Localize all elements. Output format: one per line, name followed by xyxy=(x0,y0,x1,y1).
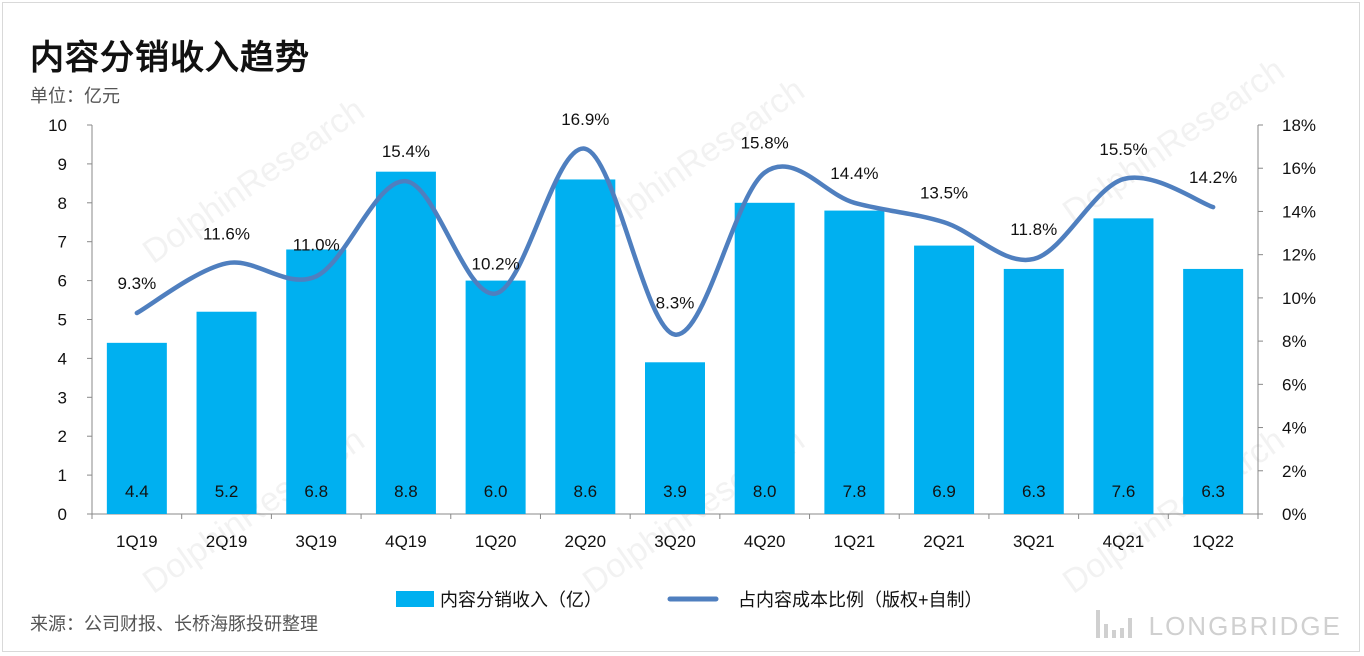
bar-value-label: 8.0 xyxy=(753,482,777,501)
line-value-label: 14.4% xyxy=(830,164,878,183)
right-tick-label: 2% xyxy=(1282,462,1307,481)
line-value-label: 15.8% xyxy=(741,134,789,153)
line-value-label: 13.5% xyxy=(920,183,968,202)
x-tick-label: 3Q20 xyxy=(654,532,696,551)
bar-value-label: 8.6 xyxy=(573,482,597,501)
bar xyxy=(734,202,795,515)
bar xyxy=(1093,218,1154,515)
right-tick-label: 18% xyxy=(1282,116,1316,135)
bar xyxy=(824,210,885,514)
watermark-text: DolphinResearch xyxy=(1056,421,1291,602)
bar-value-label: 5.2 xyxy=(215,482,239,501)
line-value-label: 8.3% xyxy=(656,294,695,313)
line-value-label: 15.5% xyxy=(1099,140,1147,159)
bar xyxy=(914,245,975,514)
bar xyxy=(375,171,436,514)
left-tick-label: 1 xyxy=(58,466,67,485)
legend-bar-swatch xyxy=(396,591,434,607)
x-tick-label: 3Q19 xyxy=(295,532,337,551)
bar xyxy=(645,362,705,514)
left-tick-label: 9 xyxy=(58,155,67,174)
left-tick-label: 6 xyxy=(58,272,67,291)
x-tick-label: 1Q22 xyxy=(1192,532,1234,551)
x-tick-label: 4Q21 xyxy=(1103,532,1145,551)
bar-value-label: 6.3 xyxy=(1022,482,1046,501)
bar-value-label: 4.4 xyxy=(125,482,149,501)
unit-label: 单位：亿元 xyxy=(30,86,120,106)
bar-value-label: 8.8 xyxy=(394,482,418,501)
left-tick-label: 8 xyxy=(58,194,67,213)
x-tick-label: 1Q21 xyxy=(834,532,876,551)
line-value-label: 11.6% xyxy=(203,224,250,243)
left-tick-label: 10 xyxy=(48,116,67,135)
x-tick-label: 4Q20 xyxy=(744,532,786,551)
brand-wordmark: LONGBRIDGE xyxy=(1148,611,1342,641)
bar-value-label: 7.8 xyxy=(843,482,867,501)
right-tick-label: 8% xyxy=(1282,332,1307,351)
bar xyxy=(286,249,347,515)
bar xyxy=(1003,268,1064,514)
line-value-label: 11.8% xyxy=(1010,220,1057,239)
left-tick-label: 2 xyxy=(58,427,67,446)
line-value-label: 10.2% xyxy=(472,255,520,274)
x-tick-label: 3Q21 xyxy=(1013,532,1055,551)
left-tick-label: 4 xyxy=(58,349,67,368)
line-value-label: 11.0% xyxy=(293,235,340,254)
bar xyxy=(196,311,257,514)
legend: 内容分销收入（亿） 占内容成本比例（版权+自制） xyxy=(396,590,983,610)
bar-value-label: 6.8 xyxy=(304,482,328,501)
line-value-label: 16.9% xyxy=(561,110,609,129)
legend-bar-label: 内容分销收入（亿） xyxy=(440,590,602,610)
bar xyxy=(555,179,616,514)
bar xyxy=(1183,268,1244,514)
line-value-label: 15.4% xyxy=(382,142,430,161)
bar xyxy=(106,342,167,514)
right-tick-label: 16% xyxy=(1282,159,1316,178)
legend-line-label: 占内容成本比例（版权+自制） xyxy=(738,590,983,610)
x-tick-label: 2Q20 xyxy=(565,532,607,551)
x-tick-label: 2Q21 xyxy=(923,532,965,551)
line-layer: 9.3% 11.6% 11.0% 15.4% 10.2% 16.9% 8.3% 15.8% 14… xyxy=(117,110,1237,337)
right-tick-label: 0% xyxy=(1282,505,1307,524)
source-note: 来源：公司财报、长桥海豚投研整理 xyxy=(30,614,318,634)
bar-value-label: 6.3 xyxy=(1201,482,1225,501)
left-tick-label: 3 xyxy=(58,388,67,407)
bar xyxy=(465,280,526,514)
right-tick-label: 4% xyxy=(1282,419,1307,438)
line-value-label: 9.3% xyxy=(117,274,156,293)
x-tick-label: 1Q20 xyxy=(475,532,517,551)
chart-title: 内容分销收入趋势 xyxy=(30,39,310,77)
x-tick-label: 4Q19 xyxy=(385,532,427,551)
right-tick-label: 6% xyxy=(1282,375,1307,394)
ratio-line xyxy=(134,146,1216,337)
bars: 4.4 5.2 6.8 8.8 6.0 8.6 3.9 8.0 7.8 6.9 6.3 7.6 6.3 xyxy=(106,171,1244,515)
bar-value-label: 7.6 xyxy=(1112,482,1136,501)
x-tick-label: 2Q19 xyxy=(206,532,248,551)
left-tick-label: 0 xyxy=(58,505,67,524)
right-tick-label: 10% xyxy=(1282,289,1316,308)
right-tick-label: 14% xyxy=(1282,202,1316,221)
bar-value-label: 6.0 xyxy=(484,482,508,501)
brand-logo-icon xyxy=(1096,610,1132,638)
bar-value-label: 3.9 xyxy=(663,482,687,501)
left-tick-label: 7 xyxy=(58,233,67,252)
bar-value-label: 6.9 xyxy=(932,482,956,501)
left-tick-label: 5 xyxy=(58,311,67,330)
line-value-label: 14.2% xyxy=(1189,168,1237,187)
right-tick-label: 12% xyxy=(1282,246,1316,265)
x-tick-label: 1Q19 xyxy=(116,532,158,551)
